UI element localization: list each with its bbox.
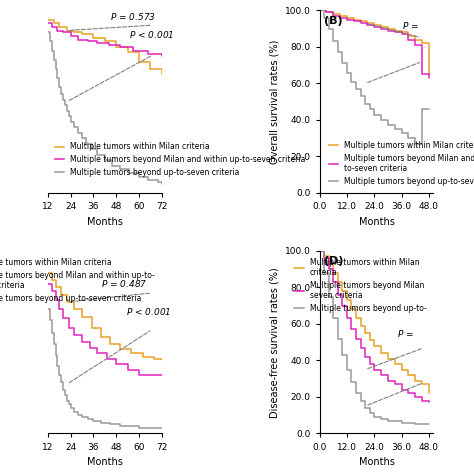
Legend: Multiple tumors within Milan criteria, Multiple tumors beyond Milan and within u: Multiple tumors within Milan criteria, M… [326, 138, 474, 189]
Text: $P$ =: $P$ = [397, 328, 414, 339]
Text: (D): (D) [324, 256, 344, 266]
X-axis label: Months: Months [87, 457, 123, 467]
Legend: Multiple tumors within Milan criteria, Multiple tumors beyond Milan and within u: Multiple tumors within Milan criteria, M… [52, 139, 309, 180]
Y-axis label: Disease-free survival rates (%): Disease-free survival rates (%) [269, 267, 279, 418]
Text: $P$ = 0.487: $P$ = 0.487 [101, 278, 147, 290]
Text: $P$ =: $P$ = [401, 20, 419, 31]
Y-axis label: Overall survival rates (%): Overall survival rates (%) [269, 39, 279, 164]
Text: $P$ = 0.573: $P$ = 0.573 [110, 10, 156, 22]
Text: $P$ < 0.001: $P$ < 0.001 [126, 306, 171, 317]
Text: $P$ < 0.001: $P$ < 0.001 [129, 29, 174, 40]
Text: (B): (B) [324, 16, 343, 26]
X-axis label: Months: Months [358, 457, 394, 467]
Legend: Multiple tumors within Milan
criteria, Multiple tumors beyond Milan
seven criter: Multiple tumors within Milan criteria, M… [292, 255, 429, 316]
X-axis label: Months: Months [87, 217, 123, 227]
Legend: Multiple tumors within Milan criteria, Multiple tumors beyond Milan and within u: Multiple tumors within Milan criteria, M… [0, 255, 158, 306]
X-axis label: Months: Months [358, 217, 394, 227]
